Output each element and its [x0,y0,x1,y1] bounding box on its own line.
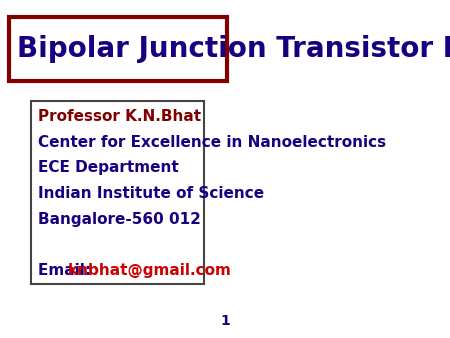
Text: Bangalore-560 012: Bangalore-560 012 [38,212,201,227]
Bar [9,17,228,81]
Text: knbhat@gmail.com: knbhat@gmail.com [68,263,232,278]
Text: 1: 1 [220,314,230,328]
Text: ECE Department: ECE Department [38,161,179,175]
Bar [31,101,204,284]
Text: Indian Institute of Science: Indian Institute of Science [38,186,264,201]
Text: Professor K.N.Bhat: Professor K.N.Bhat [38,109,201,124]
Text: Center for Excellence in Nanoelectronics: Center for Excellence in Nanoelectronics [38,135,386,150]
Text: Email:: Email: [38,263,96,278]
Text: Bipolar Junction Transistor Models: Bipolar Junction Transistor Models [17,35,450,63]
